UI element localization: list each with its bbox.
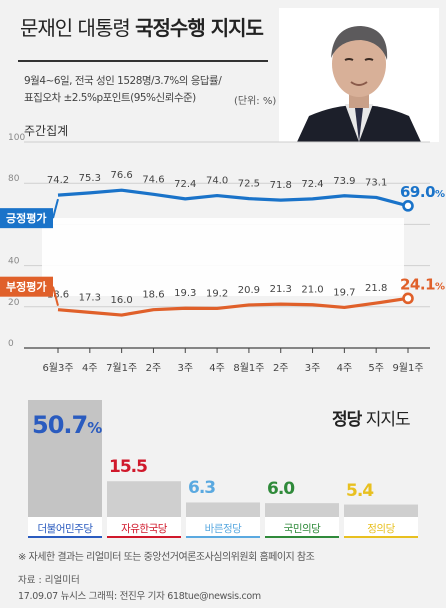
title-divider xyxy=(18,60,268,62)
data-label: 19.2 xyxy=(206,288,228,299)
party-name-box xyxy=(107,517,181,537)
party-title-bold: 정당 xyxy=(332,410,362,430)
data-label: 19.3 xyxy=(174,288,196,299)
page-title: 문재인 대통령 국정수행 지지도 xyxy=(20,12,264,41)
x-tick-label: 8월1주 xyxy=(233,362,264,374)
credit-line: 17.09.07 뉴시스 그래픽: 전진우 기자 618tue@newsis.c… xyxy=(18,591,261,602)
title-main: 문재인 대통령 xyxy=(20,16,131,40)
y-tick-label: 20 xyxy=(8,298,20,308)
data-label: 16.0 xyxy=(111,295,133,306)
y-tick-label: 0 xyxy=(8,339,14,349)
x-tick-label: 3주 xyxy=(177,363,193,374)
data-label: 72.4 xyxy=(174,179,196,190)
party-name-box xyxy=(265,517,339,537)
source-label: 자료 : 리얼미터 xyxy=(18,575,80,586)
data-label: 73.9 xyxy=(333,176,355,187)
x-tick-label: 4주 xyxy=(82,363,98,374)
x-tick-label: 6월3주 xyxy=(42,362,73,374)
series-point xyxy=(402,292,414,305)
party-bar xyxy=(265,503,339,517)
x-tick-label: 4주 xyxy=(209,363,225,374)
weekly-label: 주간집계 xyxy=(24,124,69,138)
series-tag-bg xyxy=(0,208,53,229)
series-line xyxy=(57,296,409,317)
y-tick-label: 80 xyxy=(8,174,20,184)
data-label: 74.6 xyxy=(142,174,164,185)
series-name: 긍정평가 xyxy=(6,211,46,225)
data-label: 72.4 xyxy=(301,179,323,190)
party-bar xyxy=(186,502,260,517)
president-portrait-image xyxy=(279,8,439,142)
data-label: 24.1% xyxy=(400,275,445,293)
party-bars xyxy=(28,400,418,538)
survey-description-line2: 표집오차 ±2.5%p포인트(95%신뢰수준) xyxy=(24,92,196,104)
data-label: 21.8 xyxy=(365,283,387,294)
data-label: 75.3 xyxy=(79,173,101,184)
data-label: 18.6 xyxy=(142,290,164,301)
party-bar xyxy=(344,504,418,517)
data-label: 18.6 xyxy=(47,290,69,301)
data-label: 21.3 xyxy=(270,284,292,295)
party-bar xyxy=(28,400,102,517)
party-bar-chart xyxy=(28,400,418,538)
party-title-rest: 지지도 xyxy=(365,410,411,430)
data-label: 71.8 xyxy=(270,180,292,191)
series-name: 부정평가 xyxy=(6,280,46,294)
data-label: 76.6 xyxy=(111,170,133,181)
survey-description-line1: 9월4~6일, 전국 성인 1528명/3.7%의 응답률/ xyxy=(24,75,222,87)
data-label: 72.5 xyxy=(238,179,260,190)
party-name-box xyxy=(344,517,418,537)
data-label: 74.0 xyxy=(206,176,228,187)
x-tick-label: 5주 xyxy=(368,363,384,374)
party-name-box xyxy=(186,517,260,537)
series-point xyxy=(402,200,414,212)
series-tag: 긍정평가 xyxy=(0,198,59,229)
title-bold: 국정수행 지지도 xyxy=(135,16,264,40)
data-label: 19.7 xyxy=(333,287,355,298)
x-tick-label: 2주 xyxy=(273,363,289,374)
x-tick-label: 9월1주 xyxy=(392,362,423,374)
party-chart-title: 정당 지지도 xyxy=(332,405,411,430)
chart-watermark-panel xyxy=(42,218,404,296)
data-label: 69.0% xyxy=(400,183,445,201)
approval-line-chart: 020406080100 74.275.376.674.672.474.072.… xyxy=(0,133,446,374)
data-label: 20.9 xyxy=(238,285,260,296)
series-tag: 부정평가 xyxy=(0,276,59,306)
chart-series: 74.2 75.3 76.6 74.6 72.4 74.0 72.5 71.8 72.4 73.9… xyxy=(0,170,446,317)
data-label: 73.1 xyxy=(365,177,387,188)
x-tick-label: 3주 xyxy=(305,363,321,374)
footnote: ※ 자세한 결과는 리얼미터 또는 중앙선거여론조사심의위원회 홈페이지 참조 xyxy=(18,552,315,563)
series-line xyxy=(57,188,409,208)
y-tick-label: 100 xyxy=(8,133,25,143)
data-label: 74.2 xyxy=(47,175,69,186)
party-name-box xyxy=(28,517,102,537)
x-tick-label: 7월1주 xyxy=(106,362,137,374)
data-label: 21.0 xyxy=(301,285,323,296)
data-label: 17.3 xyxy=(79,292,101,303)
y-tick-label: 40 xyxy=(8,257,20,267)
x-tick-label: 4주 xyxy=(337,363,353,374)
x-tick-label: 2주 xyxy=(146,363,162,374)
unit-label: (단위: %) xyxy=(234,96,277,107)
party-bar xyxy=(107,481,181,517)
series-tag-bg xyxy=(0,276,53,297)
x-axis-labels: 6월3주 4주 7월1주 2주 3주 4주 8월1주 2주 3주 4주 5주 9월1주 xyxy=(42,348,424,374)
